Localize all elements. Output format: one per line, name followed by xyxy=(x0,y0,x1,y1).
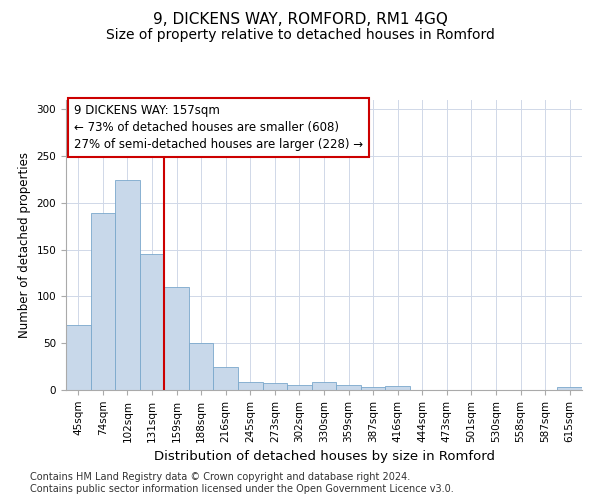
Bar xyxy=(385,386,410,390)
Bar xyxy=(287,386,312,390)
Y-axis label: Number of detached properties: Number of detached properties xyxy=(18,152,31,338)
Bar xyxy=(66,324,91,390)
Text: Contains HM Land Registry data © Crown copyright and database right 2024.: Contains HM Land Registry data © Crown c… xyxy=(30,472,410,482)
Text: 9, DICKENS WAY, ROMFORD, RM1 4GQ: 9, DICKENS WAY, ROMFORD, RM1 4GQ xyxy=(152,12,448,28)
Bar xyxy=(91,213,115,390)
Bar xyxy=(189,343,214,390)
Bar xyxy=(164,287,189,390)
Bar xyxy=(214,366,238,390)
Bar xyxy=(263,384,287,390)
Bar xyxy=(312,382,336,390)
Bar xyxy=(557,387,582,390)
Bar xyxy=(361,387,385,390)
Text: 9 DICKENS WAY: 157sqm
← 73% of detached houses are smaller (608)
27% of semi-det: 9 DICKENS WAY: 157sqm ← 73% of detached … xyxy=(74,104,363,152)
Bar xyxy=(336,386,361,390)
X-axis label: Distribution of detached houses by size in Romford: Distribution of detached houses by size … xyxy=(154,450,494,463)
Bar xyxy=(238,382,263,390)
Bar xyxy=(115,180,140,390)
Text: Size of property relative to detached houses in Romford: Size of property relative to detached ho… xyxy=(106,28,494,42)
Text: Contains public sector information licensed under the Open Government Licence v3: Contains public sector information licen… xyxy=(30,484,454,494)
Bar xyxy=(140,254,164,390)
